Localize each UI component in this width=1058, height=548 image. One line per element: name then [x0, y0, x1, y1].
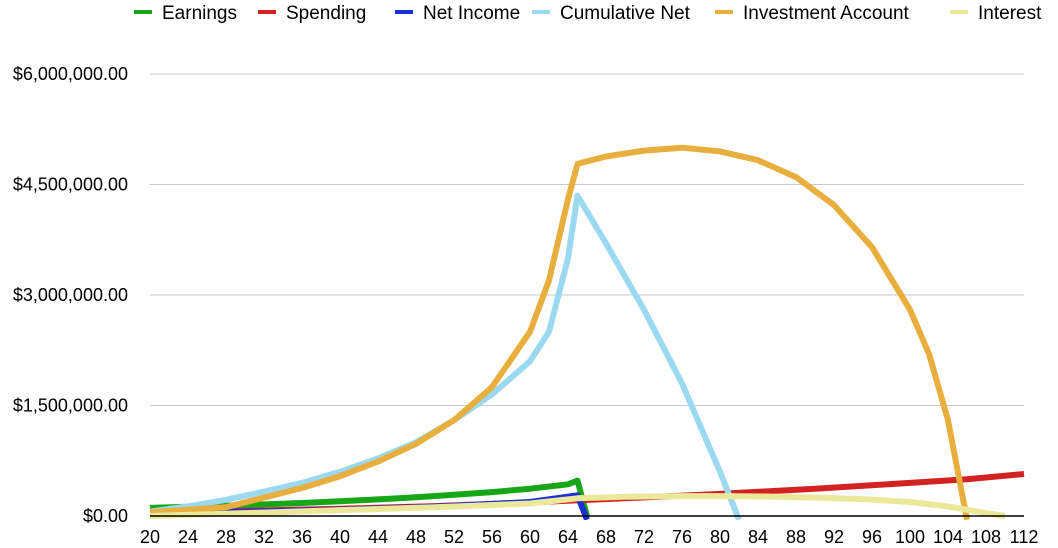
x-tick-label: 48: [406, 527, 426, 547]
series-lines: [149, 144, 1025, 520]
x-tick-label: 28: [216, 527, 236, 547]
x-tick-label: 52: [444, 527, 464, 547]
x-tick-label: 36: [292, 527, 312, 547]
gridlines: [150, 73, 1024, 406]
legend-label: Net Income: [423, 3, 520, 24]
series-line-investment-account: [149, 144, 970, 520]
legend-item-net-income: Net Income: [395, 3, 520, 24]
y-tick-label: $4,500,000.00: [13, 175, 128, 195]
x-tick-label: 44: [368, 527, 388, 547]
legend: Earnings Spending Net Income Cumulative Net…: [134, 3, 1042, 24]
legend-item-spending: Spending: [258, 3, 366, 24]
y-tick-label: $0.00: [83, 506, 128, 526]
legend-label: Cumulative Net: [560, 3, 691, 24]
x-tick-label: 112: [1010, 527, 1039, 547]
axes: $0.00 $1,500,000.00 $3,000,000.00 $4,500,00…: [13, 64, 1038, 547]
x-tick-label: 24: [178, 527, 198, 547]
x-tick-label: 88: [786, 527, 806, 547]
legend-label: Investment Account: [743, 3, 910, 24]
x-tick-label: 56: [482, 527, 502, 547]
legend-item-interest: Interest: [950, 3, 1042, 24]
x-tick-label: 104: [933, 527, 963, 547]
x-tick-label: 64: [558, 527, 578, 547]
y-tick-label: $1,500,000.00: [13, 396, 128, 416]
legend-label: Interest: [978, 3, 1042, 24]
y-tick-label: $3,000,000.00: [13, 285, 128, 305]
x-tick-label: 96: [862, 527, 882, 547]
x-tick-label: 32: [254, 527, 274, 547]
legend-item-cumulative-net: Cumulative Net: [532, 3, 691, 24]
x-tick-label: 108: [971, 527, 1001, 547]
x-tick-label: 40: [330, 527, 350, 547]
x-tick-label: 60: [520, 527, 540, 547]
series-line-cumulative-net: [149, 192, 742, 520]
x-tick-label: 68: [596, 527, 616, 547]
x-tick-label: 20: [140, 527, 160, 547]
y-tick-label: $6,000,000.00: [13, 64, 128, 84]
x-tick-label: 72: [634, 527, 654, 547]
legend-label: Earnings: [162, 3, 237, 24]
x-tick-label: 80: [710, 527, 730, 547]
x-tick-label: 92: [824, 527, 844, 547]
legend-item-investment-account: Investment Account: [715, 3, 910, 24]
x-tick-label: 100: [895, 527, 925, 547]
x-tick-label: 84: [748, 527, 768, 547]
legend-label: Spending: [286, 3, 366, 24]
legend-item-earnings: Earnings: [134, 3, 237, 24]
series-line-interest: [149, 493, 1006, 519]
x-tick-label: 76: [672, 527, 692, 547]
